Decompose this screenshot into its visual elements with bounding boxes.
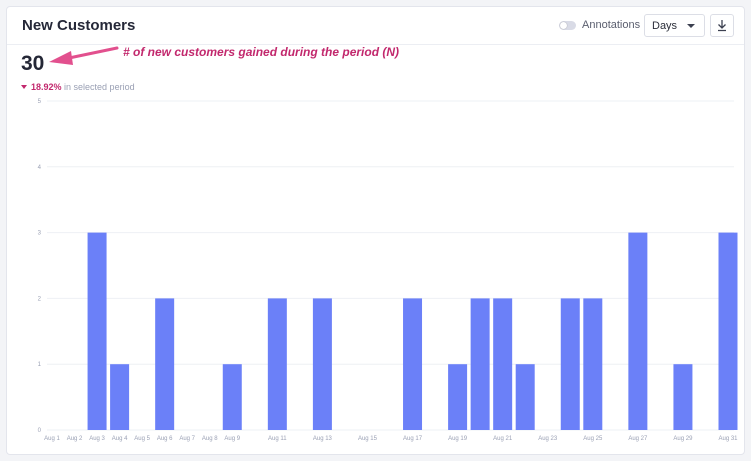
chevron-down-icon: [687, 24, 695, 28]
x-tick-label: Aug 31: [718, 436, 738, 442]
bar-aug-17: [403, 298, 423, 430]
x-tick-label: Aug 5: [134, 436, 150, 442]
y-tick-label: 4: [38, 165, 42, 171]
bar-aug-22: [515, 364, 535, 430]
bar-aug-21: [493, 298, 513, 430]
bar-aug-3: [87, 232, 107, 430]
delta-percent: 18.92%: [31, 82, 62, 92]
x-tick-label: Aug 19: [448, 436, 468, 442]
bar-aug-13: [312, 298, 332, 430]
bar-aug-6: [155, 298, 175, 430]
period-delta: 18.92% in selected period: [21, 82, 135, 92]
x-tick-label: Aug 23: [538, 436, 558, 442]
x-tick-label: Aug 17: [403, 436, 423, 442]
bar-aug-24: [560, 298, 580, 430]
toggle-knob: [560, 22, 567, 29]
y-tick-label: 1: [38, 362, 42, 368]
interval-select-value: Days: [652, 20, 678, 32]
bar-aug-9: [222, 364, 242, 430]
x-tick-label: Aug 25: [583, 436, 603, 442]
download-button[interactable]: [710, 14, 734, 37]
grid-layer: 0 1 2 3 4 5: [38, 99, 734, 434]
x-tick-label: Aug 2: [67, 436, 83, 442]
x-tick-label: Aug 1: [44, 436, 60, 442]
x-tick-label: Aug 4: [112, 436, 128, 442]
card-header: New Customers Annotations Days: [7, 7, 744, 45]
x-tick-label: Aug 7: [179, 436, 195, 442]
bar-aug-29: [673, 364, 693, 430]
callout-arrow: [67, 46, 119, 60]
x-tick-label: Aug 9: [224, 436, 240, 442]
annotations-label: Annotations: [582, 19, 641, 31]
x-tick-label: Aug 29: [673, 436, 693, 442]
bar-aug-31: [718, 232, 738, 430]
card-title: New Customers: [22, 17, 136, 34]
new-customers-card: New Customers Annotations Days 30 18.92%…: [6, 6, 745, 455]
bar-layer: [87, 232, 738, 430]
bar-aug-27: [628, 232, 648, 430]
x-tick-label: Aug 15: [358, 436, 378, 442]
y-tick-label: 2: [38, 296, 42, 302]
bar-aug-11: [267, 298, 287, 430]
bar-aug-19: [448, 364, 468, 430]
x-tick-label: Aug 27: [628, 436, 648, 442]
y-tick-label: 3: [38, 231, 42, 237]
bar-aug-20: [470, 298, 490, 430]
x-tick-label: Aug 21: [493, 436, 513, 442]
bar-aug-25: [583, 298, 603, 430]
x-tick-label: Aug 8: [202, 436, 218, 442]
interval-select[interactable]: Days: [644, 14, 705, 37]
annotations-toggle[interactable]: [559, 21, 576, 30]
y-tick-label: 0: [38, 428, 42, 434]
callout-annotation: # of new customers gained during the per…: [123, 45, 400, 59]
y-tick-label: 5: [38, 99, 42, 105]
x-tick-label: Aug 13: [313, 436, 333, 442]
x-axis-labels: Aug 1 Aug 2 Aug 3 Aug 4 Aug 5 Aug 6 Aug 7 Aug 8…: [44, 436, 738, 442]
bar-aug-4: [110, 364, 130, 430]
callout-arrowhead: [49, 51, 73, 65]
down-arrow-icon: [21, 85, 27, 89]
delta-text: in selected period: [61, 82, 135, 92]
total-new-customers: 30: [21, 52, 45, 75]
x-tick-label: Aug 11: [268, 436, 287, 442]
x-tick-label: Aug 3: [89, 436, 105, 442]
download-icon: [718, 20, 726, 32]
x-tick-label: Aug 6: [157, 436, 173, 442]
